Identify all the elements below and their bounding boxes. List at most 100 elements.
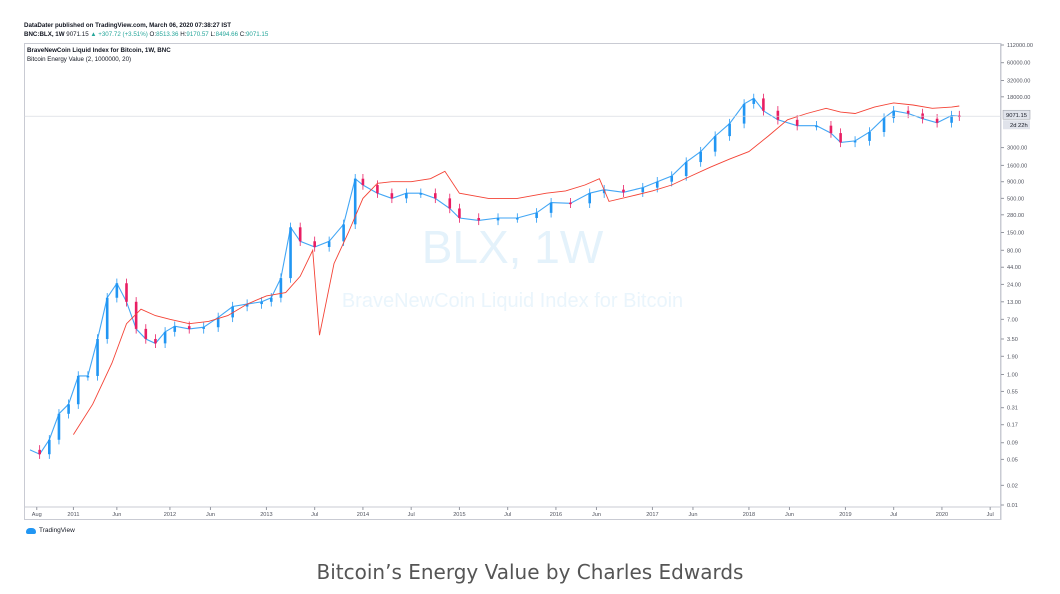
y-tick-label: 280.00 (1007, 213, 1024, 219)
price-candle-body (289, 227, 292, 279)
price-candle-body (67, 404, 70, 414)
price-candle-body (163, 331, 167, 344)
open-value: 8513.36 (156, 31, 179, 38)
y-tick-label: 7.00 (1007, 317, 1018, 323)
y-tick-label: 0.17 (1007, 423, 1018, 429)
price-candle-body (906, 110, 910, 114)
price-candle-body (86, 375, 90, 378)
price-candle-body (48, 439, 51, 455)
price-candle-body (390, 193, 394, 199)
legend-energy-series[interactable]: Bitcoin Energy Value (2, 1000000, 20) (27, 56, 132, 63)
x-tick-label: 2014 (357, 512, 369, 518)
price-candle-body (353, 178, 357, 225)
price-candle-body (699, 151, 702, 163)
x-tick-label: Jul (408, 512, 415, 518)
price-candle-body (448, 198, 452, 209)
price-candle-body (115, 283, 119, 298)
price-candle-body (260, 301, 263, 305)
y-tick-label: 150.00 (1007, 230, 1024, 236)
price-candle-body (245, 304, 249, 307)
x-tick-label: Jun (112, 512, 121, 518)
y-tick-label: 0.55 (1007, 389, 1018, 395)
price-candle-body (76, 375, 80, 405)
price-candle-body (279, 278, 283, 298)
price-candle-body (216, 317, 220, 328)
price-candle-body (569, 202, 572, 205)
high-value: 9170.57 (186, 31, 209, 38)
y-tick-label: 1.90 (1007, 354, 1018, 360)
tradingview-logo[interactable]: TradingView (26, 527, 75, 534)
price-candle-body (477, 218, 481, 221)
price-candle-body (795, 119, 799, 126)
price-candle-body (405, 193, 408, 199)
price-candle-body (298, 227, 302, 242)
y-tick-label: 112000.00 (1007, 43, 1033, 49)
tradingview-cloud-icon (26, 527, 36, 534)
last-price-tag (1002, 109, 1031, 120)
energy-line-group (73, 102, 960, 435)
price-candle-body (853, 140, 857, 143)
price-candle-body (231, 306, 234, 318)
x-tick-label: 2018 (743, 512, 755, 518)
legend-price-series[interactable]: BraveNewCoin Liquid Index for Bitcoin, 1… (27, 47, 171, 54)
y-tick-label: 1600.00 (1007, 163, 1027, 169)
price-candle-body (516, 218, 519, 220)
price-tags: 9071.15 2d 22h (24, 109, 1031, 130)
price-candle-body (684, 162, 688, 177)
ohlc-bar: BNC:BLX, 1W 9071.15 ▲ +307.72 (+3.51%) O… (24, 31, 269, 38)
price-candle-body (641, 187, 645, 193)
y-tick-label: 60000.00 (1007, 61, 1030, 67)
x-tick-label: 2011 (67, 512, 79, 518)
x-axis-ticks: Aug 2011 Jun 2012 Jun 2013 Jul 2014 Jul 2015 Jul 20… (32, 507, 994, 518)
y-tick-label: 1.00 (1007, 372, 1018, 378)
price-candle-body (105, 297, 109, 339)
price-candle-body (361, 178, 365, 186)
publish-info: DataDater published on TradingView.com, … (24, 22, 232, 29)
x-tick-label: Jul (504, 512, 511, 518)
x-tick-label: Jul (987, 512, 994, 518)
price-candle-body (742, 103, 746, 124)
price-candle-body (815, 125, 818, 128)
last-price: 9071.15 (66, 31, 89, 38)
price-candle-body (154, 338, 157, 344)
x-tick-label: Jun (688, 512, 697, 518)
y-tick-label: 0.02 (1007, 483, 1018, 489)
price-candle-body (458, 208, 461, 219)
y-tick-label: 3000.00 (1007, 146, 1027, 152)
price-candle-body (38, 449, 41, 455)
price-candle-body (655, 181, 659, 188)
price-candle-body (134, 301, 138, 329)
price-close-line (29, 97, 960, 455)
x-tick-label: Jun (206, 512, 215, 518)
price-change: ▲ +307.72 (+3.51%) (90, 31, 148, 38)
price-candle-body (762, 98, 765, 111)
price-candle-body (549, 202, 553, 213)
x-tick-label: 2017 (646, 512, 658, 518)
price-candle-body (935, 118, 939, 123)
price-candle-body (434, 193, 437, 199)
price-candles-group (29, 93, 961, 459)
price-candle-body (187, 326, 191, 329)
y-tick-label: 0.09 (1007, 441, 1018, 447)
energy-value-line (73, 102, 960, 435)
price-candle-body (882, 118, 886, 132)
price-candle-body (868, 131, 871, 141)
price-candle-body (622, 189, 625, 193)
x-tick-label: 2013 (260, 512, 272, 518)
price-candle-body (713, 136, 717, 152)
price-candle-body (829, 125, 833, 134)
price-candle-body (892, 110, 895, 119)
x-tick-label: 2012 (164, 512, 176, 518)
low-value: 8494.66 (215, 31, 239, 38)
y-tick-label: 24.00 (1007, 282, 1021, 288)
price-candle-body (950, 115, 953, 123)
x-tick-label: Jul (890, 512, 897, 518)
price-candle-body (588, 193, 591, 204)
close-value: 9071.15 (245, 31, 269, 38)
x-tick-label: 2020 (936, 512, 948, 518)
price-candle-body (144, 328, 148, 339)
y-tick-label: 18000.00 (1007, 95, 1030, 101)
countdown-tag (1003, 120, 1030, 130)
price-candle-body (57, 413, 61, 440)
